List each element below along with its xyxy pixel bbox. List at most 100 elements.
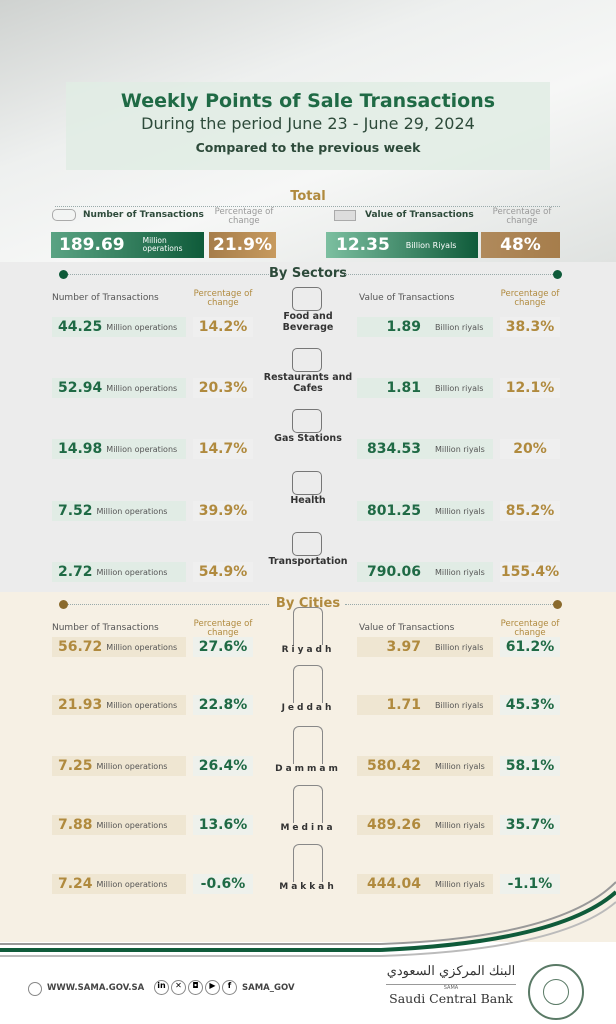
total-num-value: 189.69 bbox=[59, 235, 125, 255]
sectors-heading: By Sectors bbox=[268, 266, 348, 281]
row-val-unit: Billion riyals bbox=[435, 322, 484, 332]
globe-icon bbox=[28, 982, 42, 996]
comparison-note: Compared to the previous week bbox=[195, 140, 421, 155]
divider bbox=[55, 206, 560, 207]
row-num-pct: 22.8% bbox=[193, 695, 253, 715]
row-val-value: 444.04 bbox=[366, 876, 421, 892]
row-sector-name: Transportation bbox=[268, 556, 348, 567]
row-num-pct: 54.9% bbox=[193, 562, 253, 582]
instagram-icon[interactable]: ◘ bbox=[188, 980, 203, 995]
row-num-pct: 20.3% bbox=[193, 378, 253, 398]
restaurant-icon bbox=[292, 348, 322, 372]
youtube-icon[interactable]: ▶ bbox=[205, 980, 220, 995]
row-val-pct: 38.3% bbox=[500, 317, 560, 337]
row-num-box: 7.52 Million operations bbox=[52, 501, 186, 521]
row-val-value: 801.25 bbox=[366, 503, 421, 519]
cities-dot-right bbox=[553, 600, 562, 609]
title-box: Weekly Points of Sale Transactions Durin… bbox=[66, 82, 550, 170]
total-val-pct: 48% bbox=[481, 232, 560, 258]
row-val-pct: 20% bbox=[500, 439, 560, 459]
row-num-pct: -0.6% bbox=[193, 874, 253, 894]
row-val-unit: Million riyals bbox=[435, 761, 485, 771]
row-sector-name: Food and Beverage bbox=[282, 311, 334, 333]
haram-icon bbox=[293, 844, 323, 882]
row-num-box: 7.88 Million operations bbox=[52, 815, 186, 835]
total-val-box: 12.35 Billion Riyals bbox=[326, 232, 478, 258]
row-val-pct: -1.1% bbox=[500, 874, 560, 894]
row-num-value: 2.72 bbox=[58, 564, 93, 580]
decorative-wave bbox=[0, 881, 616, 957]
row-city-name: Riyadh bbox=[281, 645, 335, 655]
row-val-value: 834.53 bbox=[366, 441, 421, 457]
row-num-unit: Million operations bbox=[96, 761, 168, 771]
row-val-pct: 58.1% bbox=[500, 756, 560, 776]
row-val-unit: Million riyals bbox=[435, 567, 485, 577]
row-num-value: 7.24 bbox=[58, 876, 93, 892]
kingdom-tower-icon bbox=[293, 607, 323, 645]
row-num-box: 2.72 Million operations bbox=[52, 562, 186, 582]
dammam-tower-icon bbox=[293, 726, 323, 764]
row-city-name: Dammam bbox=[275, 764, 341, 774]
cities-divider-left bbox=[64, 604, 269, 605]
cities-num-label: Number of Transactions bbox=[52, 623, 159, 633]
row-num-unit: Million operations bbox=[96, 567, 168, 577]
x-icon[interactable]: ✕ bbox=[171, 980, 186, 995]
row-val-pct: 12.1% bbox=[500, 378, 560, 398]
cities-dot-left bbox=[59, 600, 68, 609]
row-val-unit: Billion riyals bbox=[435, 700, 484, 710]
row-val-pct: 155.4% bbox=[500, 562, 560, 582]
row-num-pct: 14.7% bbox=[193, 439, 253, 459]
row-val-value: 790.06 bbox=[366, 564, 421, 580]
fuel-pump-icon bbox=[292, 409, 322, 433]
row-num-value: 14.98 bbox=[58, 441, 103, 457]
row-num-pct: 26.4% bbox=[193, 756, 253, 776]
total-val-label: Value of Transactions bbox=[365, 210, 474, 220]
row-val-pct: 35.7% bbox=[500, 815, 560, 835]
row-num-box: 44.25 Million operations bbox=[52, 317, 186, 337]
row-num-value: 56.72 bbox=[58, 639, 103, 655]
row-val-value: 580.42 bbox=[366, 758, 421, 774]
sectors-num-pct-label: Percentage of change bbox=[193, 289, 253, 308]
row-val-box: 834.53 Million riyals bbox=[357, 439, 493, 459]
row-num-unit: Million operations bbox=[96, 820, 168, 830]
bank-name: Saudi Central Bank bbox=[389, 991, 513, 1006]
row-num-pct: 14.2% bbox=[193, 317, 253, 337]
total-val-unit: Billion Riyals bbox=[405, 240, 457, 250]
row-num-box: 56.72 Million operations bbox=[52, 637, 186, 657]
row-val-unit: Million riyals bbox=[435, 879, 485, 889]
sectors-dot-right bbox=[553, 270, 562, 279]
row-num-unit: Million operations bbox=[96, 506, 168, 516]
row-val-box: 489.26 Million riyals bbox=[357, 815, 493, 835]
total-num-pct-label: Percentage of change bbox=[214, 207, 274, 226]
row-val-value: 1.89 bbox=[386, 319, 421, 335]
total-num-pct: 21.9% bbox=[209, 232, 276, 258]
row-val-unit: Million riyals bbox=[435, 820, 485, 830]
row-val-box: 1.81 Billion riyals bbox=[357, 378, 493, 398]
mosque-icon bbox=[293, 785, 323, 823]
row-num-pct: 27.6% bbox=[193, 637, 253, 657]
row-val-pct: 85.2% bbox=[500, 501, 560, 521]
social-handle[interactable]: SAMA_GOV bbox=[242, 983, 295, 993]
bank-abbr: SAMA bbox=[386, 984, 516, 991]
row-num-box: 7.24 Million operations bbox=[52, 874, 186, 894]
sectors-divider-right bbox=[345, 274, 555, 275]
sectors-val-label: Value of Transactions bbox=[359, 293, 455, 303]
total-val-pct-label: Percentage of change bbox=[492, 207, 552, 226]
cities-val-label: Value of Transactions bbox=[359, 623, 455, 633]
total-num-box: 189.69 Million operations bbox=[51, 232, 204, 258]
row-val-unit: Billion riyals bbox=[435, 383, 484, 393]
bank-name-arabic: البنك المركزي السعودي bbox=[386, 964, 516, 979]
row-num-value: 7.88 bbox=[58, 817, 93, 833]
cities-num-pct-label: Percentage of change bbox=[193, 619, 253, 638]
row-sector-name: Health bbox=[290, 495, 326, 506]
row-num-unit: Million operations bbox=[106, 383, 178, 393]
linkedin-icon[interactable]: in bbox=[154, 980, 169, 995]
row-num-value: 21.93 bbox=[58, 697, 103, 713]
website-link[interactable]: WWW.SAMA.GOV.SA bbox=[47, 983, 145, 993]
facebook-icon[interactable]: f bbox=[222, 980, 237, 995]
row-val-box: 790.06 Million riyals bbox=[357, 562, 493, 582]
total-val-value: 12.35 bbox=[336, 235, 390, 255]
cities-divider-right bbox=[345, 604, 555, 605]
row-num-value: 44.25 bbox=[58, 319, 103, 335]
row-val-unit: Million riyals bbox=[435, 506, 485, 516]
